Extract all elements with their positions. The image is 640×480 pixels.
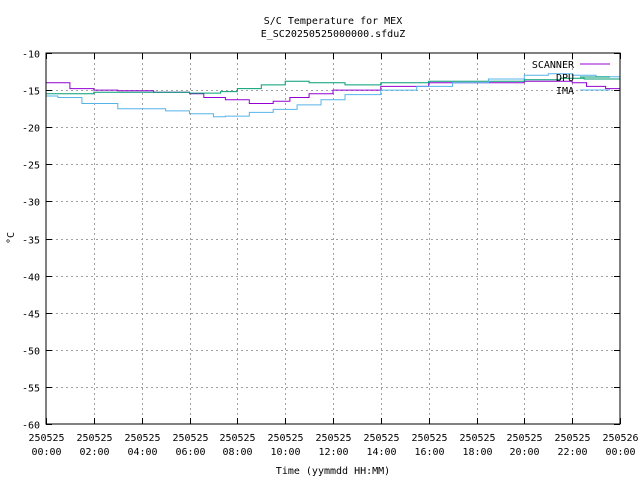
y-tick-label: -10 — [22, 50, 40, 61]
x-tick-time: 08:00 — [222, 447, 252, 458]
legend-label-ima: IMA — [556, 86, 574, 97]
y-tick-label: -35 — [22, 236, 40, 247]
y-tick-label: -20 — [22, 124, 40, 135]
x-tick-time: 18:00 — [462, 447, 492, 458]
y-tick-label: -55 — [22, 384, 40, 395]
series-lines — [46, 73, 621, 118]
x-tick-time: 16:00 — [414, 447, 444, 458]
grid — [46, 53, 620, 424]
series-scanner-line — [46, 80, 621, 104]
x-tick-date: 250525 — [267, 433, 303, 444]
x-axis-label: Time (yymmdd HH:MM) — [276, 466, 390, 477]
x-tick-date: 250525 — [28, 433, 64, 444]
x-tick-date: 250525 — [172, 433, 208, 444]
legend-label-scanner: SCANNER — [532, 60, 575, 71]
y-tick-label: -15 — [22, 87, 40, 98]
x-tick-time: 12:00 — [318, 447, 348, 458]
x-tick-time: 02:00 — [79, 447, 109, 458]
x-tick-date: 250525 — [459, 433, 495, 444]
x-tick-time: 10:00 — [270, 447, 300, 458]
y-tick-label: -50 — [22, 347, 40, 358]
x-tick-time: 04:00 — [127, 447, 157, 458]
x-tick-date: 250525 — [124, 433, 160, 444]
y-tick-label: -25 — [22, 161, 40, 172]
x-axis: 250525 00:00 250525 02:00 250525 04:00 250525 0… — [28, 53, 639, 458]
chart-title: S/C Temperature for MEX — [264, 16, 402, 27]
x-tick-date: 250525 — [554, 433, 590, 444]
x-tick-date: 250525 — [363, 433, 399, 444]
legend-label-dpu: DPU — [556, 73, 574, 84]
x-tick-time: 14:00 — [366, 447, 396, 458]
x-tick-date: 250525 — [76, 433, 112, 444]
x-tick-time: 00:00 — [605, 447, 635, 458]
y-tick-label: -60 — [22, 421, 40, 432]
y-tick-label: -40 — [22, 273, 40, 284]
y-axis: -10 -15 -20 -25 -30 -35 -40 -45 -50 -55 -60 — [22, 50, 620, 432]
series-dpu-line — [46, 77, 621, 95]
y-tick-label: -30 — [22, 198, 40, 209]
x-tick-date: 250525 — [506, 433, 542, 444]
x-tick-time: 06:00 — [175, 447, 205, 458]
legend: SCANNER DPU IMA — [532, 60, 610, 97]
x-tick-date: 250525 — [411, 433, 447, 444]
x-tick-date: 250526 — [602, 433, 638, 444]
y-axis-label: °C — [6, 232, 17, 244]
series-ima-line — [46, 73, 621, 118]
x-tick-time: 20:00 — [509, 447, 539, 458]
x-tick-date: 250525 — [219, 433, 255, 444]
x-tick-time: 22:00 — [557, 447, 587, 458]
chart-subtitle: E_SC20250525000000.sfduZ — [261, 29, 406, 40]
y-tick-label: -45 — [22, 310, 40, 321]
x-tick-time: 00:00 — [31, 447, 61, 458]
x-tick-date: 250525 — [315, 433, 351, 444]
